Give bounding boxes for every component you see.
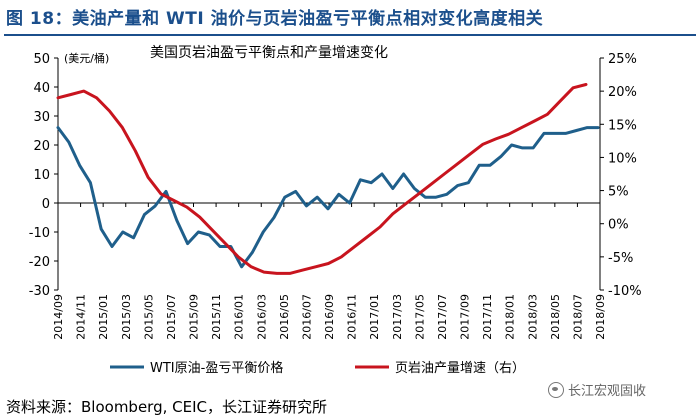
- x-tick-label: 2016/03: [255, 294, 268, 340]
- x-tick-label: 2017/11: [481, 294, 494, 340]
- x-tick-label: 2014/09: [52, 294, 65, 340]
- left-tick-label: -30: [29, 284, 50, 299]
- x-tick-label: 2017/03: [391, 294, 404, 340]
- source-note: 资料来源：Bloomberg, CEIC，长江证券研究所: [6, 398, 327, 416]
- shale-output-growth-line: [56, 83, 588, 275]
- x-tick-label: 2018/01: [504, 294, 517, 340]
- left-tick-label: 30: [33, 110, 50, 125]
- right-tick-label: -10%: [608, 284, 642, 299]
- left-tick-label: -10: [29, 226, 50, 241]
- watermark: 长江宏观固收: [548, 380, 646, 399]
- right-tick-label: 10%: [608, 151, 637, 166]
- x-tick-label: 2017/05: [413, 294, 426, 340]
- right-tick-label: -5%: [608, 251, 633, 266]
- left-tick-label: -20: [29, 255, 50, 270]
- wti-breakeven-line: [56, 126, 600, 269]
- x-tick-label: 2018/09: [594, 294, 607, 340]
- right-tick-label: 5%: [608, 185, 629, 200]
- legend-label: WTI原油-盈亏平衡价格: [150, 360, 283, 376]
- right-tick-label: 0%: [608, 218, 629, 233]
- x-tick-label: 2017/01: [368, 294, 381, 340]
- figure-title: 图 18：美油产量和 WTI 油价与页岩油盈亏平衡点相对变化高度相关: [6, 9, 544, 29]
- left-tick-label: 50: [33, 52, 50, 67]
- chart-title: 美国页岩油盈亏平衡点和产量增速变化: [150, 45, 388, 61]
- x-tick-label: 2018/05: [549, 294, 562, 340]
- x-tick-label: 2016/01: [233, 294, 246, 340]
- left-tick-label: 10: [33, 168, 50, 183]
- left-tick-label: 40: [33, 81, 50, 96]
- x-tick-label: 2016/09: [323, 294, 336, 340]
- x-tick-label: 2015/11: [210, 294, 223, 340]
- x-tick-label: 2016/11: [346, 294, 359, 340]
- x-tick-label: 2015/09: [188, 294, 201, 340]
- x-tick-label: 2018/03: [526, 294, 539, 340]
- right-tick-label: 15%: [608, 118, 637, 133]
- x-tick-label: 2015/05: [142, 294, 155, 340]
- x-tick-label: 2018/07: [571, 294, 584, 340]
- x-tick-label: 2014/11: [75, 294, 88, 340]
- wechat-icon: [548, 381, 564, 398]
- x-tick-label: 2015/03: [120, 294, 133, 340]
- right-tick-label: 20%: [608, 85, 637, 100]
- x-tick-label: 2017/09: [459, 294, 472, 340]
- right-tick-label: 25%: [608, 52, 637, 67]
- x-tick-label: 2017/07: [436, 294, 449, 340]
- left-axis-unit: (美元/桶): [64, 51, 109, 65]
- legend-label: 页岩油产量增速（右）: [395, 361, 525, 376]
- left-tick-label: 20: [33, 139, 50, 154]
- x-tick-label: 2015/01: [97, 294, 110, 340]
- title-divider: [4, 34, 696, 36]
- watermark-text: 长江宏观固收: [568, 384, 647, 399]
- x-tick-label: 2015/07: [165, 294, 178, 340]
- left-tick-label: 0: [42, 197, 50, 212]
- chart: 美国页岩油盈亏平衡点和产量增速变化 (美元/桶) 50 40 30 20 10 0 -10 -…: [29, 45, 642, 376]
- x-tick-label: 2016/07: [300, 294, 313, 340]
- x-tick-label: 2016/05: [278, 294, 291, 340]
